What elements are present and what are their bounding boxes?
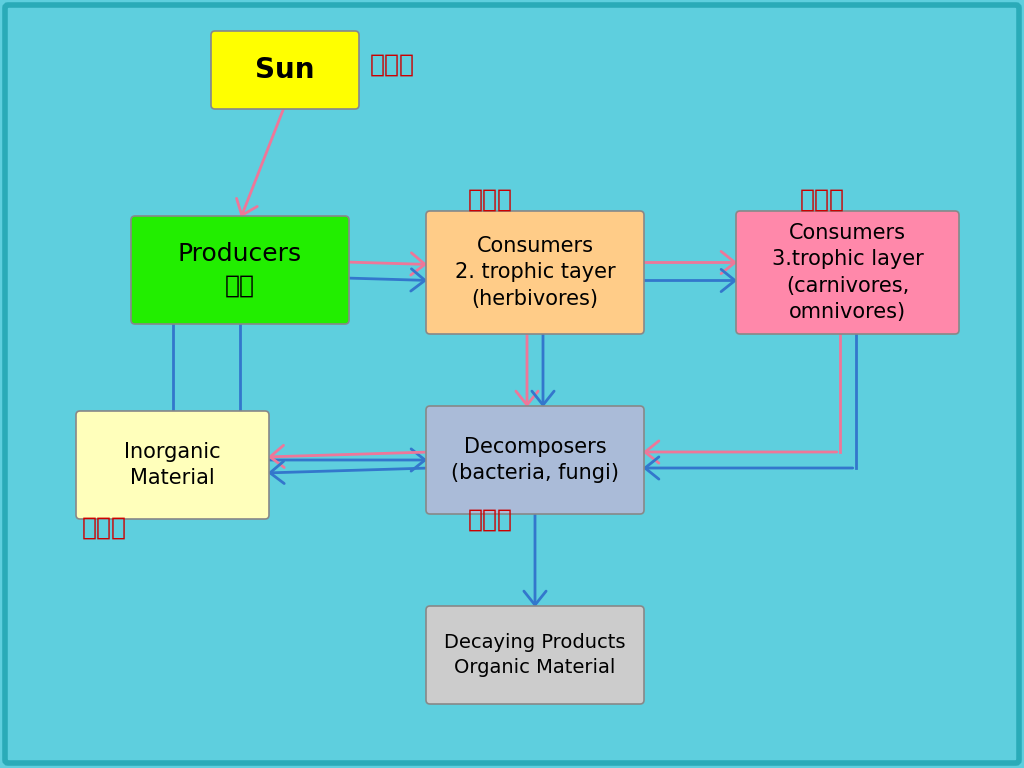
FancyBboxPatch shape — [426, 211, 644, 334]
Text: Sun: Sun — [255, 56, 314, 84]
Text: 分解者: 分解者 — [468, 508, 513, 532]
Text: Consumers
2. trophic tayer
(herbivores): Consumers 2. trophic tayer (herbivores) — [455, 236, 615, 309]
FancyBboxPatch shape — [76, 411, 269, 519]
Text: Producers
生产: Producers 生产 — [178, 242, 302, 298]
Text: Inorganic
Material: Inorganic Material — [124, 442, 221, 488]
FancyBboxPatch shape — [131, 216, 349, 324]
Text: Decomposers
(bacteria, fungi): Decomposers (bacteria, fungi) — [451, 437, 618, 483]
Text: 消费者: 消费者 — [800, 188, 845, 212]
FancyBboxPatch shape — [426, 406, 644, 514]
Text: 无机物: 无机物 — [82, 516, 127, 540]
Text: 太阳能: 太阳能 — [370, 53, 415, 77]
FancyBboxPatch shape — [211, 31, 359, 109]
Text: Consumers
3.trophic layer
(carnivores,
omnivores): Consumers 3.trophic layer (carnivores, o… — [772, 223, 924, 322]
Text: Decaying Products
Organic Material: Decaying Products Organic Material — [444, 633, 626, 677]
FancyBboxPatch shape — [426, 606, 644, 704]
FancyBboxPatch shape — [5, 5, 1019, 763]
Text: 消费者: 消费者 — [468, 188, 513, 212]
FancyBboxPatch shape — [736, 211, 959, 334]
